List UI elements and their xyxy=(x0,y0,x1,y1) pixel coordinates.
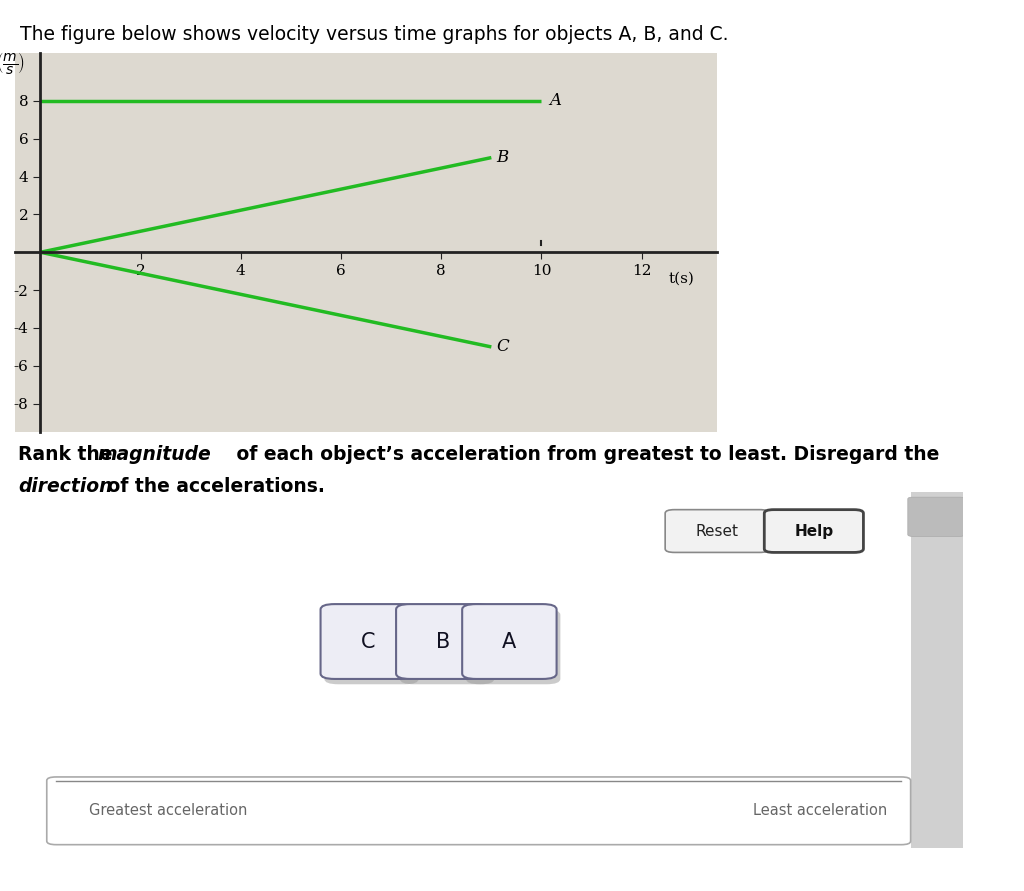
Text: C: C xyxy=(360,632,375,651)
Text: $v_x\!\left(\dfrac{m}{s}\right)$: $v_x\!\left(\dfrac{m}{s}\right)$ xyxy=(0,50,26,76)
Text: Reset: Reset xyxy=(695,524,738,538)
Text: of each object’s acceleration from greatest to least. Disregard the: of each object’s acceleration from great… xyxy=(230,446,940,464)
FancyBboxPatch shape xyxy=(666,510,769,552)
FancyBboxPatch shape xyxy=(9,488,972,852)
Text: direction: direction xyxy=(18,477,113,495)
Text: C: C xyxy=(497,339,509,356)
FancyBboxPatch shape xyxy=(462,604,557,679)
FancyBboxPatch shape xyxy=(908,497,965,536)
Text: Rank the: Rank the xyxy=(18,446,120,464)
Text: Greatest acceleration: Greatest acceleration xyxy=(89,804,248,818)
Text: Least acceleration: Least acceleration xyxy=(753,804,887,818)
FancyBboxPatch shape xyxy=(325,609,419,684)
Text: of the accelerations.: of the accelerations. xyxy=(101,477,326,495)
FancyBboxPatch shape xyxy=(47,777,910,845)
Text: t(s): t(s) xyxy=(669,271,694,285)
Text: B: B xyxy=(436,632,451,651)
FancyBboxPatch shape xyxy=(764,510,863,552)
Text: The figure below shows velocity versus time graphs for objects A, B, and C.: The figure below shows velocity versus t… xyxy=(20,25,729,44)
Text: Help: Help xyxy=(795,524,834,538)
Text: B: B xyxy=(497,149,509,166)
Text: magnitude: magnitude xyxy=(97,446,211,464)
FancyBboxPatch shape xyxy=(466,609,560,684)
Text: A: A xyxy=(502,632,516,651)
FancyBboxPatch shape xyxy=(396,604,490,679)
Bar xyxy=(910,492,963,848)
FancyBboxPatch shape xyxy=(321,604,415,679)
FancyBboxPatch shape xyxy=(399,609,495,684)
Text: A: A xyxy=(549,93,561,110)
